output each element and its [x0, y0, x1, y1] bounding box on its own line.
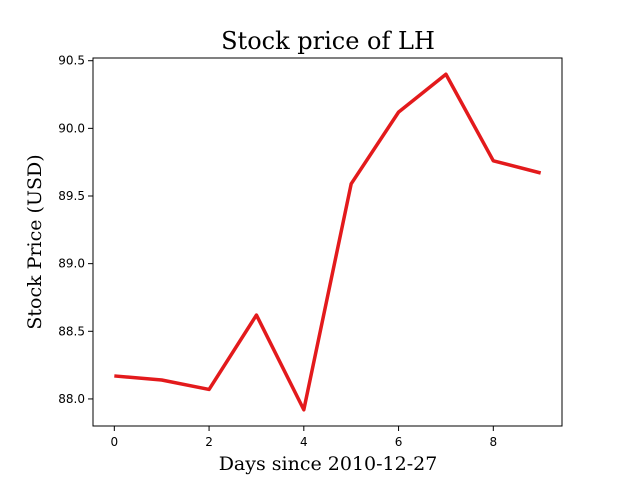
x-tick-label: 2 [205, 435, 213, 449]
y-tick-label: 90.5 [58, 54, 85, 68]
y-tick-label: 89.5 [58, 189, 85, 203]
chart-title: Stock price of LH [221, 27, 435, 55]
y-tick-label: 89.0 [58, 257, 85, 271]
x-axis-ticks: 0 2 4 6 8 [110, 426, 497, 449]
x-tick-label: 0 [110, 435, 118, 449]
x-tick-label: 4 [300, 435, 308, 449]
y-tick-label: 88.5 [58, 324, 85, 338]
x-axis-label: Days since 2010-12-27 [219, 453, 438, 475]
y-axis-label: Stock Price (USD) [24, 154, 46, 329]
y-tick-label: 90.0 [58, 121, 85, 135]
y-tick-label: 88.0 [58, 392, 85, 406]
y-axis-ticks: 88.0 88.5 89.0 89.5 90.0 90.5 [58, 54, 93, 406]
x-tick-label: 6 [395, 435, 403, 449]
x-tick-label: 8 [489, 435, 497, 449]
plot-area-frame [92, 57, 563, 427]
series-line [114, 72, 542, 412]
